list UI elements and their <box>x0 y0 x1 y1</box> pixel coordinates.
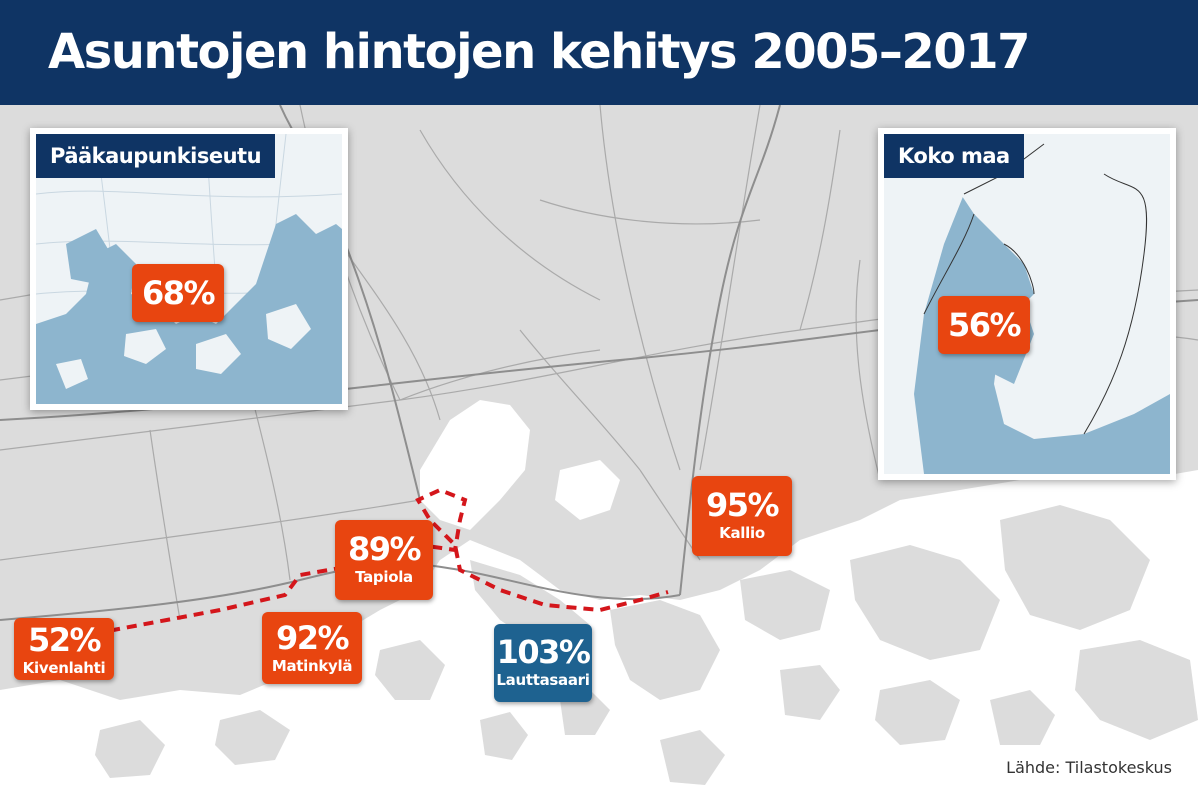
kallio-value: 95% <box>705 486 780 524</box>
label-kallio: 95% Kallio <box>692 476 792 556</box>
metro-route-line <box>59 487 669 642</box>
tapiola-value: 89% <box>347 530 422 568</box>
matinkyla-name: Matinkylä <box>271 657 353 675</box>
label-lauttasaari: 103% Lauttasaari <box>494 624 592 702</box>
finland-map <box>884 134 1170 474</box>
whole-country-value: 56% <box>947 306 1022 344</box>
capital-region-value: 68% <box>141 274 216 312</box>
kallio-name: Kallio <box>719 524 765 542</box>
lauttasaari-name: Lauttasaari <box>496 671 590 689</box>
label-matinkyla: 92% Matinkylä <box>262 612 362 684</box>
inset-whole-country: Koko maa 56% <box>878 128 1176 480</box>
capital-region-water <box>36 214 342 404</box>
whole-country-title: Koko maa <box>884 134 1024 178</box>
kivenlahti-value: 52% <box>27 621 102 659</box>
capital-region-value-badge: 68% <box>132 264 224 322</box>
matinkyla-value: 92% <box>275 619 350 657</box>
tapiola-name: Tapiola <box>355 568 413 586</box>
bay <box>420 400 530 530</box>
capital-region-title: Pääkaupunkiseutu <box>36 134 276 178</box>
label-kivenlahti: 52% Kivenlahti <box>14 618 114 680</box>
kivenlahti-name: Kivenlahti <box>22 659 106 677</box>
page-title: Asuntojen hintojen kehitys 2005–2017 <box>48 24 1031 80</box>
label-tapiola: 89% Tapiola <box>335 520 433 600</box>
whole-country-value-badge: 56% <box>938 296 1030 354</box>
header-bar: Asuntojen hintojen kehitys 2005–2017 <box>0 0 1198 105</box>
islands <box>95 505 1198 785</box>
lauttasaari-value: 103% <box>496 633 591 671</box>
inset-capital-region: Pääkaupunkiseutu 68% <box>30 128 348 410</box>
source-credit: Lähde: Tilastokeskus <box>1006 758 1172 777</box>
